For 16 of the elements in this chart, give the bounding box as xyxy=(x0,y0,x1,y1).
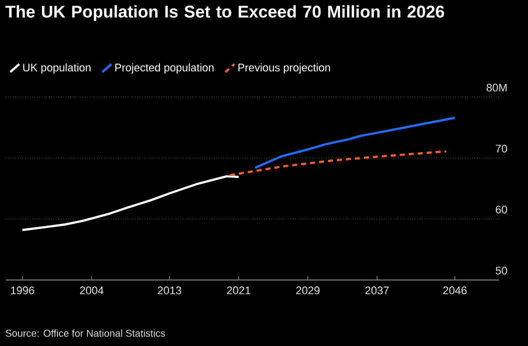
y-tick-label: 80M xyxy=(486,84,507,92)
chart-title: The UK Population Is Set to Exceed 70 Million in 2026 xyxy=(5,5,444,21)
x-tick-label: 2029 xyxy=(296,286,320,294)
x-tick-label: 2037 xyxy=(365,286,389,294)
y-tick-label: 70 xyxy=(496,144,508,152)
legend-label: Previous projection xyxy=(238,63,330,74)
legend-label: UK population xyxy=(23,63,90,74)
x-tick-label: 2021 xyxy=(227,286,250,294)
x-tick-label: 1996 xyxy=(11,286,34,294)
source-note: Source: Office for National Statistics xyxy=(6,329,166,337)
x-tick-label: 2046 xyxy=(443,286,467,294)
x-tick-label: 2013 xyxy=(158,286,182,294)
y-tick-label: 50 xyxy=(496,266,508,274)
x-tick-label: 2004 xyxy=(80,286,104,294)
legend-label: Projected population xyxy=(115,63,214,74)
y-tick-label: 60 xyxy=(496,206,508,214)
